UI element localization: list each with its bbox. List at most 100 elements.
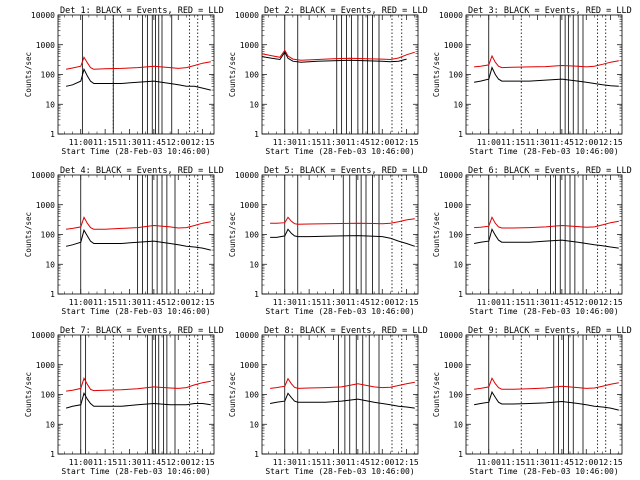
x-tick-label: 12:00 bbox=[166, 458, 190, 467]
x-tick-label: 11:00 bbox=[69, 458, 93, 467]
series-lld-line bbox=[66, 216, 211, 230]
panel-title: Det 1: BLACK = Events, RED = LLD bbox=[60, 6, 224, 16]
y-axis-label: Counts/sec bbox=[228, 372, 237, 417]
series-lld-line bbox=[66, 56, 211, 70]
y-axis-label: Counts/sec bbox=[24, 212, 33, 257]
y-axis-label: Counts/sec bbox=[432, 212, 441, 257]
x-tick-label: 11:45 bbox=[346, 458, 370, 467]
y-tick-label: 10 bbox=[45, 100, 55, 109]
y-tick-label: 1000 bbox=[240, 41, 259, 50]
y-tick-label: 100 bbox=[449, 391, 464, 400]
x-tick-label: 12:00 bbox=[370, 458, 394, 467]
x-tick-label: 12:00 bbox=[574, 458, 598, 467]
y-axis-label: Counts/sec bbox=[432, 372, 441, 417]
x-tick-label: 11:00 bbox=[477, 458, 501, 467]
x-tick-label: 12:00 bbox=[166, 138, 190, 147]
y-tick-label: 100 bbox=[245, 391, 260, 400]
y-tick-label: 1 bbox=[254, 450, 259, 459]
y-tick-label: 1000 bbox=[36, 361, 55, 370]
y-tick-label: 1000 bbox=[444, 41, 463, 50]
x-tick-label: 11:15 bbox=[297, 138, 321, 147]
y-tick-label: 10 bbox=[453, 420, 463, 429]
panel-det-8: Det 8: BLACK = Events, RED = LLD 1 10 100 10… bbox=[228, 326, 428, 476]
series-events-line bbox=[270, 392, 415, 409]
x-tick-label: 11:30 bbox=[117, 458, 141, 467]
series-lld-line bbox=[270, 377, 415, 389]
series-lld-line bbox=[474, 377, 619, 390]
y-tick-label: 10000 bbox=[31, 171, 55, 180]
series-events-line bbox=[474, 66, 619, 87]
x-axis-label: Start Time (28-Feb-03 10:46:00) bbox=[469, 307, 618, 316]
panel-title: Det 8: BLACK = Events, RED = LLD bbox=[264, 326, 428, 336]
x-axis-label: Start Time (28-Feb-03 10:46:00) bbox=[61, 467, 210, 476]
panel-title: Det 6: BLACK = Events, RED = LLD bbox=[468, 166, 632, 176]
y-axis-label: Counts/sec bbox=[432, 52, 441, 97]
panel-det-5: Det 5: BLACK = Events, RED = LLD 1 10 100 10… bbox=[228, 166, 428, 316]
series-lld-line bbox=[270, 216, 415, 225]
x-tick-label: 11:30 bbox=[321, 138, 345, 147]
y-tick-label: 10000 bbox=[235, 331, 259, 340]
x-axis-label: Start Time (28-Feb-03 10:46:00) bbox=[61, 147, 210, 156]
panel-det-4: Det 4: BLACK = Events, RED = LLD 1 10 100 10… bbox=[24, 166, 224, 316]
panel-det-9: Det 9: BLACK = Events, RED = LLD 1 10 100 10… bbox=[432, 326, 632, 476]
y-tick-label: 1 bbox=[50, 290, 55, 299]
y-axis-label: Counts/sec bbox=[228, 212, 237, 257]
series-events-line bbox=[261, 51, 407, 63]
x-tick-label: 12:00 bbox=[166, 298, 190, 307]
y-tick-label: 100 bbox=[41, 71, 56, 80]
y-tick-label: 1 bbox=[458, 130, 463, 139]
y-tick-label: 10000 bbox=[31, 11, 55, 20]
x-tick-label: 11:30 bbox=[273, 298, 297, 307]
y-tick-label: 10 bbox=[249, 260, 259, 269]
y-tick-label: 10 bbox=[45, 420, 55, 429]
y-tick-label: 10 bbox=[249, 100, 259, 109]
y-tick-label: 1000 bbox=[444, 201, 463, 210]
x-tick-label: 11:30 bbox=[273, 138, 297, 147]
x-tick-label: 11:15 bbox=[93, 138, 117, 147]
x-axis-label: Start Time (28-Feb-03 10:46:00) bbox=[265, 467, 414, 476]
x-tick-label: 11:15 bbox=[501, 138, 525, 147]
y-tick-label: 10000 bbox=[235, 171, 259, 180]
x-tick-label: 12:15 bbox=[395, 298, 419, 307]
y-tick-label: 100 bbox=[245, 231, 260, 240]
x-tick-label: 11:00 bbox=[69, 138, 93, 147]
x-tick-label: 11:00 bbox=[69, 298, 93, 307]
y-tick-label: 10 bbox=[453, 260, 463, 269]
x-tick-label: 12:00 bbox=[370, 298, 394, 307]
y-tick-label: 10 bbox=[453, 100, 463, 109]
panel-det-3: Det 3: BLACK = Events, RED = LLD 1 10 100 10… bbox=[432, 6, 632, 156]
x-tick-label: 11:30 bbox=[273, 458, 297, 467]
x-tick-label: 11:45 bbox=[142, 458, 166, 467]
series-lld-line bbox=[66, 377, 211, 392]
x-tick-label: 11:45 bbox=[550, 458, 574, 467]
panel-title: Det 5: BLACK = Events, RED = LLD bbox=[264, 166, 428, 176]
series-events-line bbox=[65, 67, 211, 91]
panel-title: Det 3: BLACK = Events, RED = LLD bbox=[468, 6, 632, 16]
panel-det-2: Det 2: BLACK = Events, RED = LLD 1 10 100 10… bbox=[228, 6, 428, 156]
x-tick-label: 11:00 bbox=[477, 138, 501, 147]
x-tick-label: 11:15 bbox=[297, 458, 321, 467]
x-tick-label: 11:30 bbox=[117, 298, 141, 307]
panel-det-7: Det 7: BLACK = Events, RED = LLD 1 10 100 10… bbox=[24, 326, 224, 476]
y-axis-label: Counts/sec bbox=[24, 52, 33, 97]
y-tick-label: 100 bbox=[449, 231, 464, 240]
x-tick-label: 11:45 bbox=[346, 138, 370, 147]
x-tick-label: 11:45 bbox=[346, 298, 370, 307]
panel-title: Det 2: BLACK = Events, RED = LLD bbox=[264, 6, 428, 16]
x-tick-label: 11:30 bbox=[321, 458, 345, 467]
x-tick-label: 12:15 bbox=[599, 458, 623, 467]
series-events-line bbox=[65, 392, 211, 409]
x-tick-label: 11:45 bbox=[142, 298, 166, 307]
x-tick-label: 11:15 bbox=[501, 298, 525, 307]
x-tick-label: 12:15 bbox=[191, 138, 215, 147]
panel-det-6: Det 6: BLACK = Events, RED = LLD 1 10 100 10… bbox=[432, 166, 632, 316]
x-tick-label: 12:15 bbox=[191, 458, 215, 467]
y-tick-label: 1000 bbox=[36, 41, 55, 50]
y-tick-label: 1000 bbox=[240, 201, 259, 210]
y-tick-label: 100 bbox=[41, 391, 56, 400]
x-tick-label: 11:30 bbox=[525, 298, 549, 307]
series-events-line bbox=[474, 227, 619, 249]
x-tick-label: 11:15 bbox=[501, 458, 525, 467]
